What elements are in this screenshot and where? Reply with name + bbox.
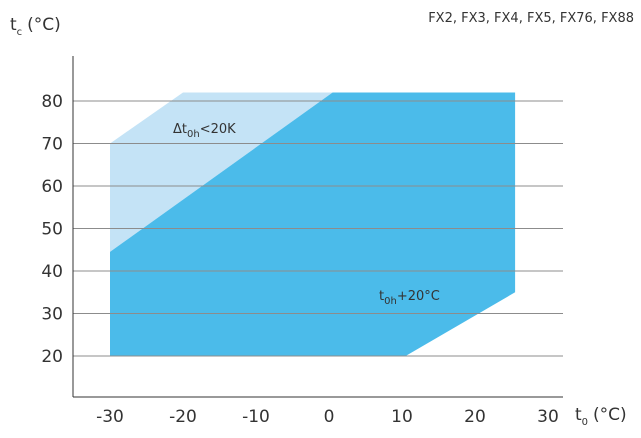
y-tick-80: 80 xyxy=(41,92,63,112)
y-tick-labels: 20 30 40 50 60 70 80 xyxy=(41,92,63,367)
y-axis-label: tc (°C) xyxy=(10,15,61,38)
y-tick-30: 30 xyxy=(41,305,63,325)
x-tick-0: 0 xyxy=(324,407,335,427)
x-tick-10: 10 xyxy=(391,407,413,427)
region-label-dark: t0h+20°C xyxy=(379,289,440,307)
region-dark xyxy=(110,92,516,356)
x-tick-20: 20 xyxy=(464,407,486,427)
x-tick-labels: -30 -20 -10 0 10 20 30 xyxy=(96,407,559,427)
gridlines xyxy=(73,100,563,357)
y-tick-60: 60 xyxy=(41,177,63,197)
x-tick--30: -30 xyxy=(96,407,124,427)
axes xyxy=(72,56,563,398)
y-tick-70: 70 xyxy=(41,135,63,155)
y-tick-20: 20 xyxy=(41,347,63,367)
region-label-light: Δt0h<20K xyxy=(173,122,236,140)
y-tick-50: 50 xyxy=(41,220,63,240)
x-axis-label: t0 (°C) xyxy=(575,405,627,428)
x-tick-30: 30 xyxy=(537,407,559,427)
x-tick--10: -10 xyxy=(242,407,270,427)
y-tick-40: 40 xyxy=(41,262,63,282)
models-label: FX2, FX3, FX4, FX5, FX76, FX88 xyxy=(428,11,634,26)
operating-regions xyxy=(110,92,516,356)
x-tick--20: -20 xyxy=(169,407,197,427)
